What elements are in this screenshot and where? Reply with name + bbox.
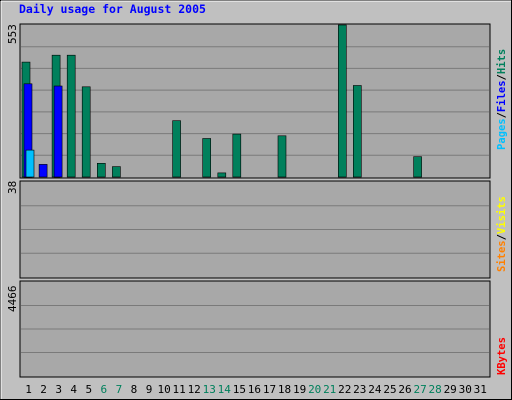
x-tick-label: 22 xyxy=(338,383,351,396)
x-tick-label: 8 xyxy=(131,383,138,396)
legend-kbytes: KBytes xyxy=(496,337,508,375)
x-tick-label: 11 xyxy=(172,383,185,396)
legend-files: Files xyxy=(496,80,508,112)
x-tick-label: 30 xyxy=(459,383,472,396)
x-tick-label: 18 xyxy=(278,383,291,396)
x-tick-label: 4 xyxy=(70,383,77,396)
bar-hits-day-22 xyxy=(337,24,347,178)
x-tick-label: 29 xyxy=(444,383,457,396)
bar-hits-day-7 xyxy=(112,166,121,178)
panel-gridlines xyxy=(21,205,489,254)
x-tick-label: 1 xyxy=(25,383,32,396)
bar-hits-day-4 xyxy=(66,54,76,178)
x-tick-label: 14 xyxy=(218,383,232,396)
bar-hits-day-14 xyxy=(217,172,227,178)
x-tick-label: 15 xyxy=(233,383,246,396)
x-tick-label: 6 xyxy=(100,383,107,396)
legend-sites: Sites xyxy=(496,240,508,272)
x-tick-label: 10 xyxy=(157,383,170,396)
panel-gridlines xyxy=(21,46,489,156)
bar-hits-day-11 xyxy=(172,120,181,178)
bar-pages-day-1 xyxy=(25,149,35,178)
panel-hits-files-pages: 553 Pages/Files/Hits xyxy=(6,23,508,179)
panel-ymax-label: 38 xyxy=(6,181,19,194)
bar-hits-day-13 xyxy=(202,138,211,178)
x-tick-label: 7 xyxy=(116,383,123,396)
legend-kbytes-label: KBytes xyxy=(496,337,508,375)
legend-pages: Pages xyxy=(496,118,508,150)
svg-text:Sites/Visits: Sites/Visits xyxy=(496,196,508,272)
svg-text:Pages/Files/Hits: Pages/Files/Hits xyxy=(496,49,508,150)
x-tick-label: 23 xyxy=(353,383,366,396)
x-tick-label: 25 xyxy=(383,383,396,396)
x-tick-label: 9 xyxy=(146,383,153,396)
x-tick-label: 21 xyxy=(323,383,336,396)
x-tick-label: 13 xyxy=(203,383,216,396)
bar-hits-day-18 xyxy=(277,135,287,178)
bar-files-day-2 xyxy=(38,164,48,178)
x-tick-label: 20 xyxy=(308,383,321,396)
legend-hits: Hits xyxy=(496,49,508,74)
bar-hits-day-5 xyxy=(81,86,91,178)
panel-kbytes: 4466 KBytes xyxy=(6,280,508,378)
x-tick-label: 5 xyxy=(85,383,92,396)
x-tick-label: 24 xyxy=(368,383,382,396)
legend-separator: / xyxy=(496,74,508,80)
x-tick-label: 27 xyxy=(413,383,426,396)
panel-ymax-label: 4466 xyxy=(6,286,19,313)
bars-hits-files-pages xyxy=(21,24,422,178)
bar-hits-day-15 xyxy=(232,133,242,178)
x-tick-label: 19 xyxy=(293,383,306,396)
panel-background xyxy=(19,23,491,179)
legend-visits: Visits xyxy=(496,196,508,234)
x-tick-label: 31 xyxy=(474,383,487,396)
x-tick-label: 3 xyxy=(55,383,62,396)
x-tick-label: 2 xyxy=(40,383,47,396)
bar-hits-day-27 xyxy=(413,156,422,178)
bar-hits-day-23 xyxy=(352,85,362,178)
legend-visits-sites: Sites/Visits xyxy=(496,196,508,272)
panel-visits-sites: 38 Sites/Visits xyxy=(6,180,508,279)
x-tick-label: 16 xyxy=(248,383,261,396)
x-tick-label: 28 xyxy=(428,383,441,396)
legend-separator: / xyxy=(496,234,508,240)
bar-files-day-3 xyxy=(53,85,63,178)
bar-hits-day-6 xyxy=(97,163,106,178)
x-axis-labels: 1 2 3 4 5 6 7 8 9 10 11 12 13 14 15 16 17 18 19 20 21 22 23 24 2… xyxy=(25,383,487,396)
chart-title: Daily usage for August 2005 xyxy=(19,2,206,16)
legend-hits-files-pages: Pages/Files/Hits xyxy=(496,49,508,150)
x-tick-label: 12 xyxy=(188,383,201,396)
x-tick-label: 17 xyxy=(263,383,276,396)
panel-ymax-label: 553 xyxy=(6,24,19,44)
x-tick-label: 26 xyxy=(398,383,411,396)
panel-gridlines xyxy=(21,305,489,353)
legend-separator: / xyxy=(496,112,508,118)
